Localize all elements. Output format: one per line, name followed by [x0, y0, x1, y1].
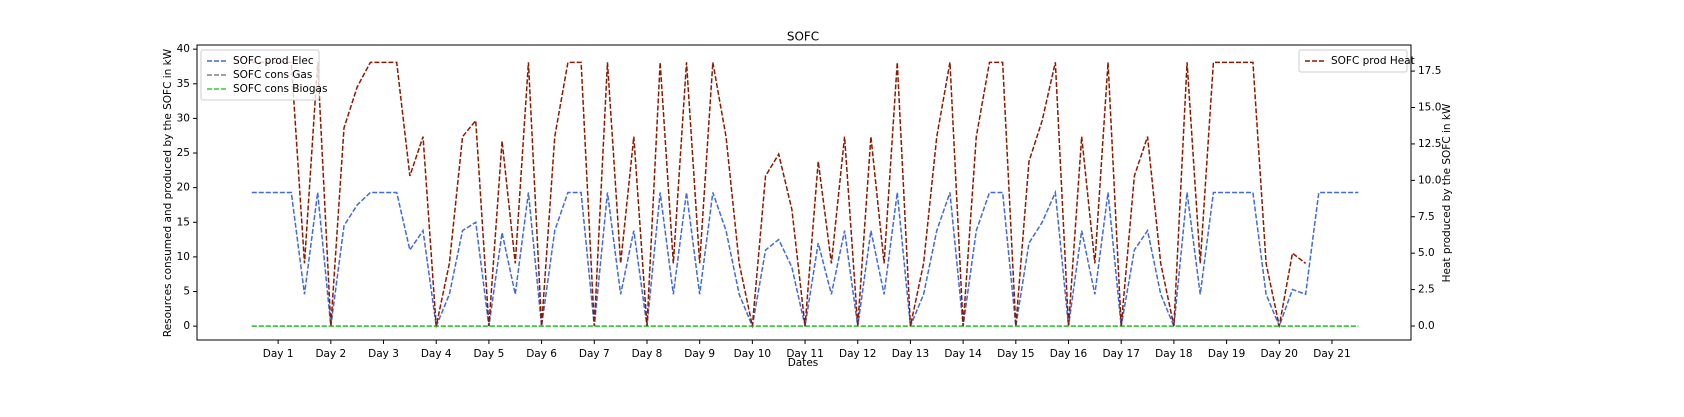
- y-tick-label: 40: [177, 43, 190, 55]
- legend-label: SOFC prod Heat: [1331, 55, 1415, 67]
- x-tick-label: Day 16: [1050, 348, 1088, 360]
- legend-label: SOFC cons Gas: [233, 69, 312, 81]
- x-tick-label: Day 6: [526, 348, 557, 360]
- y2-tick-label: 7.5: [1418, 211, 1435, 223]
- x-tick-label: Day 13: [892, 348, 929, 360]
- x-axis-label: Dates: [788, 357, 819, 369]
- y-tick-label: 25: [177, 147, 190, 159]
- y2-axis-label: Heat produced by the SOFC in kW: [1441, 103, 1453, 282]
- legend-box: [200, 49, 320, 101]
- y-tick-label: 35: [177, 78, 190, 90]
- x-tick-label: Day 5: [474, 348, 505, 360]
- x-tick-label: Day 10: [734, 348, 771, 360]
- x-tick-label: Day 15: [997, 348, 1034, 360]
- x-tick-label: Day 1: [263, 348, 294, 360]
- x-tick-label: Day 21: [1313, 348, 1350, 360]
- y-tick-label: 5: [183, 286, 190, 298]
- y-axis-label: Resources consumed and produced by the S…: [162, 48, 174, 337]
- y2-tick-label: 2.5: [1418, 284, 1435, 296]
- plot-frame: [196, 44, 1412, 341]
- legend-box: [1298, 49, 1408, 73]
- y-tick-label: 0: [183, 320, 190, 332]
- x-tick-label: Day 18: [1155, 348, 1192, 360]
- x-tick-label: Day 3: [368, 348, 399, 360]
- y2-tick-label: 12.5: [1418, 138, 1441, 150]
- legend-label: SOFC cons Biogas: [233, 83, 327, 95]
- y-tick-label: 20: [177, 182, 190, 194]
- x-tick-label: Day 20: [1261, 348, 1298, 360]
- data-line: [251, 61, 1307, 327]
- y-tick-label: 15: [177, 216, 190, 228]
- y2-tick-label: 5.0: [1418, 247, 1435, 259]
- y2-tick-label: 15.0: [1418, 101, 1441, 113]
- y2-tick-label: 10.0: [1418, 174, 1441, 186]
- chart-title: SOFC: [787, 30, 819, 44]
- x-tick-label: Day 7: [579, 348, 610, 360]
- x-tick-label: Day 12: [839, 348, 876, 360]
- x-tick-label: Day 17: [1102, 348, 1139, 360]
- y-tick-label: 30: [177, 112, 190, 124]
- y-tick-label: 10: [177, 251, 190, 263]
- x-tick-label: Day 8: [632, 348, 663, 360]
- x-tick-label: Day 14: [944, 348, 982, 360]
- x-tick-label: Day 19: [1208, 348, 1245, 360]
- x-tick-label: Day 9: [684, 348, 715, 360]
- x-tick-label: Day 2: [315, 348, 346, 360]
- legend-label: SOFC prod Elec: [233, 55, 314, 67]
- y2-tick-label: 17.5: [1418, 65, 1441, 77]
- x-tick-label: Day 11: [786, 348, 823, 360]
- y2-tick-label: 0.0: [1418, 320, 1435, 332]
- x-tick-label: Day 4: [421, 348, 452, 360]
